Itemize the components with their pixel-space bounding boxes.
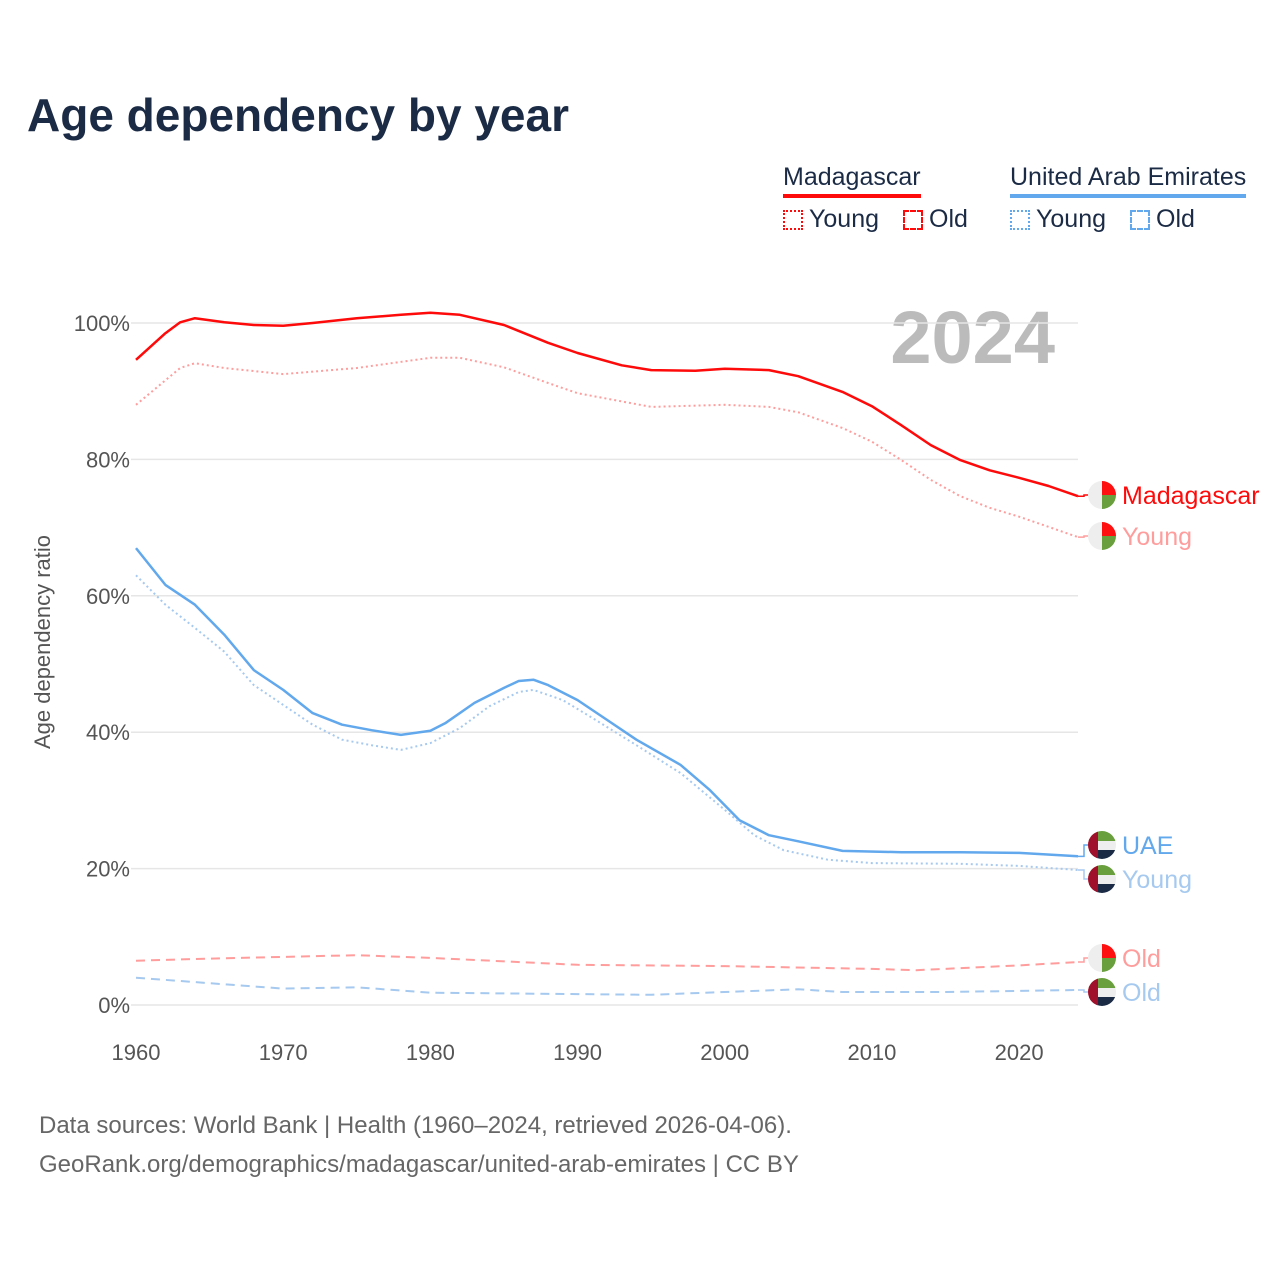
flag-red (1088, 831, 1098, 859)
x-tick-label: 2020 (995, 1040, 1044, 1065)
legend-madagascar-old[interactable]: Old (903, 205, 968, 234)
x-tick-label: 2010 (847, 1040, 896, 1065)
flag-red (1102, 944, 1116, 958)
line-chart: 2024 0% 20% 40% 60% 80% 100% 1960 1970 1980 1990 2… (30, 296, 1260, 1065)
y-tick-label: 60% (86, 584, 130, 609)
flag-white (1088, 875, 1116, 884)
series-line-united-arab-emirates (135, 547, 1079, 858)
madagascar-flag-icon (1088, 522, 1116, 550)
flag-green (1088, 831, 1116, 841)
year-watermark: 2024 (890, 296, 1055, 379)
label-connector (1078, 957, 1090, 963)
legend-uae-old[interactable]: Old (1130, 205, 1195, 234)
series-end-label: UAE (1122, 832, 1173, 860)
legend-uae-young[interactable]: Young (1010, 205, 1106, 234)
legend-madagascar-young[interactable]: Young (783, 205, 879, 234)
y-tick-label: 20% (86, 857, 130, 882)
y-axis-label: Age dependency ratio (30, 535, 55, 749)
series-end-label: Young (1122, 866, 1192, 894)
uae-flag-icon (1088, 831, 1116, 859)
flag-red (1088, 978, 1098, 1006)
flag-green (1088, 978, 1116, 988)
flag-red (1102, 481, 1116, 495)
label-connector (1078, 494, 1090, 497)
flag-white (1088, 988, 1116, 997)
attribution-link[interactable]: GeoRank.org/demographics/madagascar/unit… (39, 1151, 799, 1178)
footer: Data sources: World Bank | Health (1960–… (39, 1106, 799, 1184)
legend-label: Old (1156, 205, 1195, 233)
uae-flag-icon (1088, 978, 1116, 1006)
x-tick-label: 2000 (700, 1040, 749, 1065)
dotted-swatch-icon (1010, 209, 1030, 230)
y-tick-label: 80% (86, 447, 130, 472)
label-connector (1078, 989, 1090, 993)
series-end-label: Madagascar (1122, 482, 1260, 510)
flag-body (1088, 865, 1116, 893)
legend-label: Young (809, 205, 879, 233)
flag-body (1088, 944, 1116, 972)
x-tick-label: 1960 (112, 1040, 161, 1065)
flag-green (1102, 495, 1116, 509)
series-end-label: Old (1122, 979, 1161, 1007)
dotted-swatch-icon (783, 209, 803, 230)
series-line-united-arab-emirates-old (135, 976, 1079, 996)
uae-flag-icon (1088, 865, 1116, 893)
series-line-madagascar (135, 311, 1079, 498)
madagascar-flag-icon (1088, 944, 1116, 972)
x-tick-label: 1980 (406, 1040, 455, 1065)
chart-title: Age dependency by year (27, 89, 569, 141)
flag-body (1088, 831, 1116, 859)
legend-uae[interactable]: United Arab Emirates (1010, 163, 1247, 198)
source-text: Data sources: World Bank | Health (1960–… (39, 1112, 792, 1139)
flag-black (1088, 850, 1116, 859)
series-line-madagascar-old (135, 954, 1079, 972)
x-tick-label: 1970 (259, 1040, 308, 1065)
y-tick-label: 40% (86, 720, 130, 745)
flag-green (1102, 536, 1116, 550)
flag-black (1088, 884, 1116, 893)
y-tick-label: 0% (98, 993, 130, 1018)
legend-madagascar[interactable]: Madagascar (783, 163, 921, 198)
x-tick-label: 1990 (553, 1040, 602, 1065)
madagascar-flag-icon (1088, 481, 1116, 509)
flag-body (1088, 522, 1116, 550)
label-connector (1078, 535, 1090, 538)
flag-red (1088, 865, 1098, 893)
label-connector (1078, 844, 1090, 858)
series-end-label: Old (1122, 945, 1161, 973)
series-end-label: Young (1122, 523, 1192, 551)
flag-body (1088, 978, 1116, 1006)
dashed-swatch-icon (903, 209, 923, 230)
flag-green (1102, 958, 1116, 972)
legend-label: Young (1036, 205, 1106, 233)
legend-label: Old (929, 205, 968, 233)
label-connector (1078, 869, 1090, 880)
y-tick-label: 100% (74, 311, 130, 336)
flag-green (1088, 865, 1116, 875)
flag-white (1088, 841, 1116, 850)
flag-body (1088, 481, 1116, 509)
flag-red (1102, 522, 1116, 536)
flag-black (1088, 997, 1116, 1006)
series-line-united-arab-emirates-young (135, 574, 1079, 871)
dashed-swatch-icon (1130, 209, 1150, 230)
